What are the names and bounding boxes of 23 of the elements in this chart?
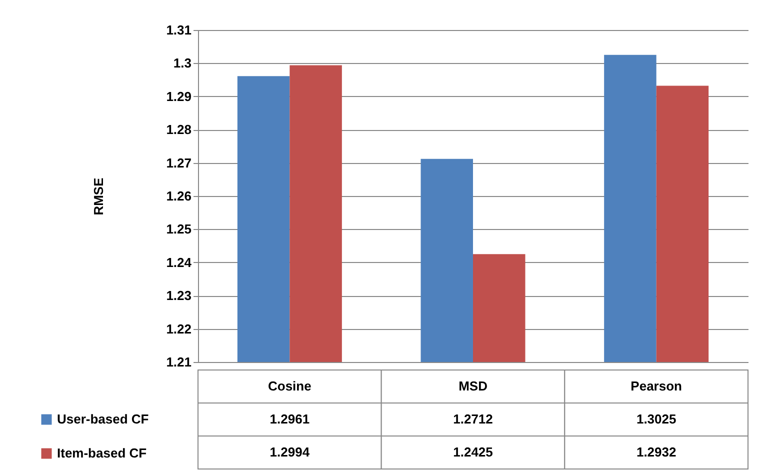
y-tick-label: 1.29 bbox=[166, 88, 192, 104]
data-label: 1.3025 bbox=[636, 412, 676, 426]
y-tick-label: 1.23 bbox=[166, 288, 192, 304]
y-tick-label: 1.22 bbox=[166, 321, 192, 336]
y-tick-label: 1.31 bbox=[166, 22, 192, 38]
y-tick-label: 1.25 bbox=[166, 222, 192, 237]
y-tick-label: 1.26 bbox=[166, 188, 192, 204]
y-tick-label: 1.28 bbox=[166, 122, 192, 138]
y-tick-label: 1.3 bbox=[173, 56, 192, 71]
data-label: 1.2712 bbox=[453, 412, 493, 426]
y-tick-label: 1.24 bbox=[166, 254, 192, 270]
x-tick-label: MSD bbox=[458, 378, 488, 394]
legend-label: Item-based CF bbox=[57, 446, 147, 460]
data-label: 1.2425 bbox=[453, 444, 493, 460]
x-tick-label: Pearson bbox=[630, 378, 682, 394]
legend-label: User-based CF bbox=[57, 412, 149, 426]
y-tick-label: 1.27 bbox=[166, 155, 192, 170]
x-tick-label: Cosine bbox=[268, 378, 312, 394]
data-label: 1.2994 bbox=[270, 444, 310, 460]
data-label: 1.2932 bbox=[636, 444, 676, 460]
data-label: 1.2961 bbox=[270, 412, 310, 426]
y-tick-label: 1.21 bbox=[166, 354, 192, 370]
y-axis-title: RMSE bbox=[91, 177, 106, 216]
